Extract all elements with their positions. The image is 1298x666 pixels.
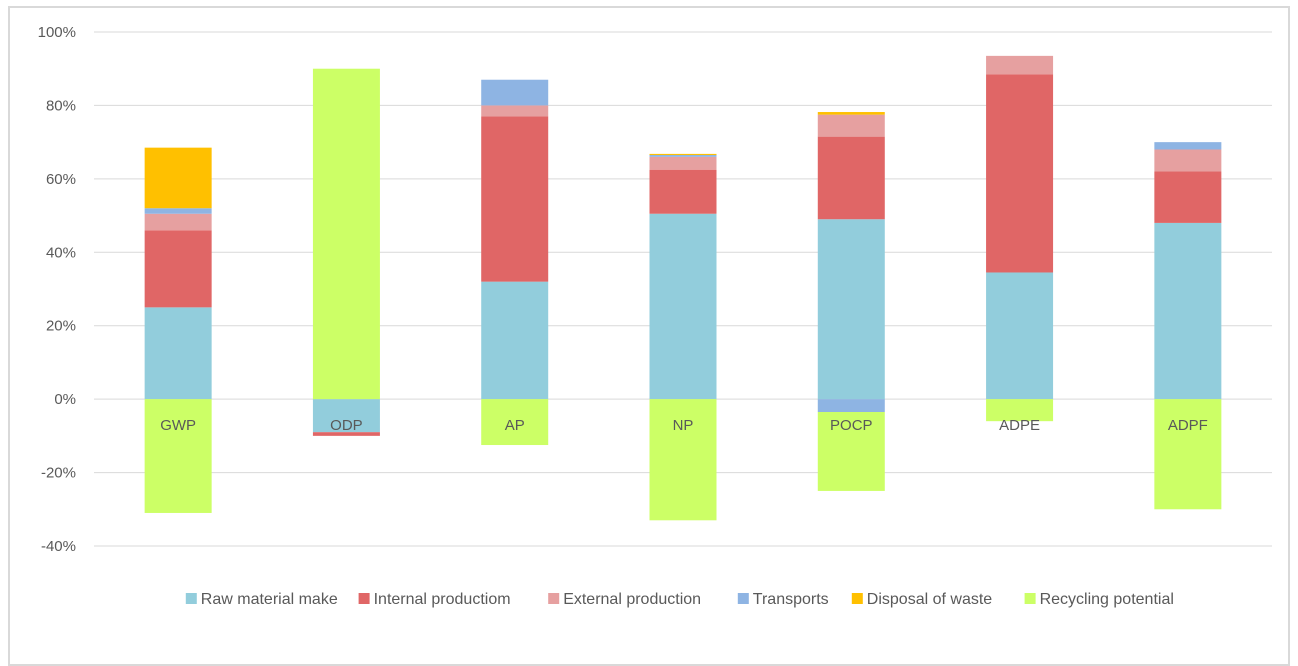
bar-gwp-external-production [144, 213, 212, 231]
bar-ap-raw-material-make [481, 281, 549, 400]
category-label: GWP [160, 417, 196, 434]
legend-label: Transports [753, 591, 829, 608]
bar-np-raw-material-make [649, 213, 717, 400]
bar-gwp-raw-material-make [144, 307, 212, 400]
legend-label: Recycling potential [1040, 591, 1174, 608]
bar-pocp-external-production [817, 114, 885, 137]
legend: Raw material make Internal productiom Exte… [185, 591, 1174, 608]
bar-adpf-external-production [1154, 149, 1222, 172]
bar-adpf-internal-productiom [1154, 171, 1222, 223]
category-label: POCP [830, 417, 873, 434]
bar-ap-external-production [481, 105, 549, 117]
y-axis-ticks: 100% 80% 60% 40% 20% 0% -20% -40% [38, 24, 76, 555]
bar-pocp-internal-productiom [817, 136, 885, 220]
category-label: ODP [330, 417, 363, 434]
bar-odp-raw-material-make [312, 399, 380, 433]
y-tick-label: 40% [46, 244, 76, 261]
y-tick-label: 20% [46, 318, 76, 335]
legend-swatch [358, 593, 370, 604]
legend-label: Disposal of waste [867, 591, 992, 608]
bar-ap-recycling-potential [481, 399, 549, 446]
legend-label: Raw material make [201, 591, 338, 608]
legend-label: External production [563, 591, 701, 608]
stacked-bar-chart: 100% 80% 60% 40% 20% 0% -20% -40% GWP ODP AP NP POC… [38, 24, 1272, 608]
legend-swatch [737, 593, 749, 604]
legend-swatch [548, 593, 560, 604]
category-label: ADPF [1168, 417, 1208, 434]
category-label: ADPE [999, 417, 1040, 434]
legend-swatch [1024, 593, 1036, 604]
bar-np-external-production [649, 156, 717, 170]
legend-swatch [185, 593, 197, 604]
bar-gwp-recycling-potential [144, 399, 212, 513]
y-tick-label: 60% [46, 171, 76, 188]
bar-adpf-raw-material-make [1154, 222, 1222, 400]
legend-label: Internal productiom [374, 591, 511, 608]
y-tick-label: -20% [41, 465, 76, 482]
legend-swatch [851, 593, 863, 604]
bar-pocp-recycling-potential [817, 411, 885, 491]
bar-odp-recycling-potential [312, 68, 380, 400]
bar-ap-internal-productiom [481, 116, 549, 282]
bar-np-internal-productiom [649, 169, 717, 214]
bar-np-transports [649, 154, 717, 157]
chart-frame [8, 6, 1290, 666]
bar-pocp-raw-material-make [817, 219, 885, 400]
bar-adpe-recycling-potential [986, 399, 1054, 422]
bar-gwp-internal-productiom [144, 230, 212, 308]
bar-np-disposal-of-waste [649, 153, 717, 155]
bars [144, 55, 1222, 521]
bar-gwp-transports [144, 208, 212, 214]
bar-adpe-internal-productiom [986, 74, 1054, 273]
bar-ap-transports [481, 79, 549, 106]
y-tick-label: 0% [54, 391, 76, 408]
bar-adpe-raw-material-make [986, 272, 1054, 400]
bar-gwp-disposal-of-waste [144, 147, 212, 209]
bar-adpf-recycling-potential [1154, 399, 1222, 510]
category-label: NP [673, 417, 694, 434]
bar-adpe-external-production [986, 55, 1054, 75]
y-tick-label: 100% [38, 24, 76, 41]
category-labels: GWP ODP AP NP POCP ADPE ADPF [160, 417, 1208, 434]
category-label: AP [505, 417, 525, 434]
bar-adpf-transports [1154, 142, 1222, 150]
bar-pocp-disposal-of-waste [817, 112, 885, 115]
bar-odp-internal-productiom [312, 432, 380, 436]
bar-np-recycling-potential [649, 399, 717, 521]
bar-pocp-transports [817, 399, 885, 412]
y-tick-label: -40% [41, 538, 76, 555]
y-tick-label: 80% [46, 97, 76, 114]
